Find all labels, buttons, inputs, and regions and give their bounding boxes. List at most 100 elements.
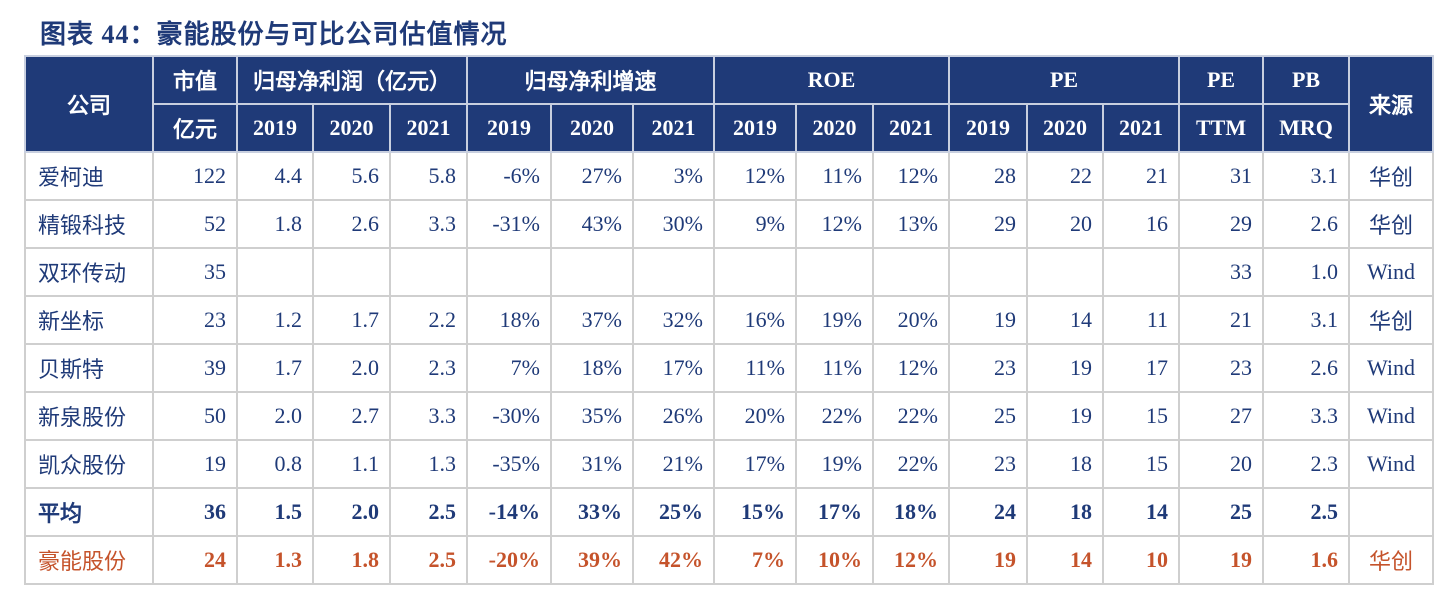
- table-cell: 31%: [550, 439, 634, 489]
- table-row: 贝斯特 39 1.7 2.0 2.3 7% 18% 17% 11% 11% 12% 23 19 17 23 2…: [24, 343, 1435, 393]
- table-cell: 42%: [632, 535, 715, 585]
- table-cell: 19: [948, 535, 1028, 585]
- table-cell: 3%: [632, 151, 715, 201]
- table-cell: 新泉股份: [24, 391, 154, 441]
- table-cell: 18%: [466, 295, 552, 345]
- table-cell: 18: [1026, 439, 1104, 489]
- table-cell: 24: [948, 487, 1028, 537]
- table-cell: 16: [1101, 199, 1181, 249]
- empty-cell: [632, 247, 715, 297]
- table-cell: 20%: [872, 295, 950, 345]
- empty-cell: [236, 247, 314, 297]
- header-cell: 2020: [795, 103, 874, 153]
- table-cell: -31%: [466, 199, 552, 249]
- empty-cell: [713, 247, 797, 297]
- table-cell: 1.5: [236, 487, 314, 537]
- table-cell: 11%: [713, 343, 797, 393]
- table-cell: 22%: [872, 391, 950, 441]
- table-cell: 122: [152, 151, 238, 201]
- table-cell: 29: [948, 199, 1028, 249]
- empty-cell: [948, 247, 1028, 297]
- table-cell: 1.8: [236, 199, 314, 249]
- empty-cell: [466, 247, 552, 297]
- empty-cell: [1026, 247, 1104, 297]
- table-cell: 12%: [872, 151, 950, 201]
- table-row: 双环传动 35 33 1.0 Wind: [24, 247, 1435, 297]
- table-cell: 19: [1026, 343, 1104, 393]
- table-cell: 9%: [713, 199, 797, 249]
- table-cell: Wind: [1348, 343, 1435, 393]
- header-cell: 2019: [713, 103, 797, 153]
- table-cell: 3.3: [389, 391, 468, 441]
- table-cell: 贝斯特: [24, 343, 154, 393]
- header-cell: 2020: [1026, 103, 1104, 153]
- empty-cell: [1348, 487, 1435, 537]
- table-cell: 华创: [1348, 151, 1435, 201]
- table-cell: 23: [152, 295, 238, 345]
- table-cell: 25: [948, 391, 1028, 441]
- table-row: 爱柯迪 122 4.4 5.6 5.8 -6% 27% 3% 12% 11% 12% 28 22 21 31…: [24, 151, 1435, 201]
- table-cell: 22: [1026, 151, 1104, 201]
- header-cell: 2021: [872, 103, 950, 153]
- table-cell: 11%: [795, 151, 874, 201]
- table-cell: -35%: [466, 439, 552, 489]
- table-cell: -30%: [466, 391, 552, 441]
- table-cell: 23: [948, 343, 1028, 393]
- header-cell: PE: [1178, 55, 1265, 105]
- header-row: 公司 市值 归母净利润（亿元） 归母净利增速 ROE PE PE PB 来源: [24, 55, 1435, 153]
- table-cell: 1.7: [236, 343, 314, 393]
- table-cell: 17%: [632, 343, 715, 393]
- header-cell: 2019: [236, 103, 314, 153]
- table-cell: 12%: [872, 343, 950, 393]
- table-cell: 25: [1178, 487, 1265, 537]
- table-cell: 11%: [795, 343, 874, 393]
- table-cell: 18: [1026, 487, 1104, 537]
- table-cell: 30%: [632, 199, 715, 249]
- table-row: 新泉股份 50 2.0 2.7 3.3 -30% 35% 26% 20% 22% 22% 25 19 15…: [24, 391, 1435, 441]
- empty-cell: [872, 247, 950, 297]
- table-cell: 2.3: [1262, 439, 1351, 489]
- table-cell: 26%: [632, 391, 715, 441]
- header-cell: MRQ: [1262, 103, 1351, 153]
- header-cell: 2021: [389, 103, 468, 153]
- empty-cell: [1101, 247, 1181, 297]
- table-cell: 1.3: [389, 439, 468, 489]
- table-cell: 3.3: [389, 199, 468, 249]
- table-cell: 27%: [550, 151, 634, 201]
- table-cell: 4.4: [236, 151, 314, 201]
- header-cell: 2019: [948, 103, 1028, 153]
- header-cell: 公司: [24, 55, 154, 153]
- table-row: 凯众股份 19 0.8 1.1 1.3 -35% 31% 21% 17% 19% 22% 23 18 15…: [24, 439, 1435, 489]
- table-cell: 39%: [550, 535, 634, 585]
- table-cell: 12%: [713, 151, 797, 201]
- table-cell: 19: [152, 439, 238, 489]
- table-cell: 2.6: [312, 199, 391, 249]
- table-cell: 20%: [713, 391, 797, 441]
- table-cell: 15: [1101, 391, 1181, 441]
- table-cell: 华创: [1348, 295, 1435, 345]
- empty-cell: [550, 247, 634, 297]
- table-cell: 15: [1101, 439, 1181, 489]
- header-cell: 2019: [466, 103, 552, 153]
- table-cell: Wind: [1348, 391, 1435, 441]
- header-cell: 2020: [550, 103, 634, 153]
- table-cell: 28: [948, 151, 1028, 201]
- empty-cell: [389, 247, 468, 297]
- table-cell: 24: [152, 535, 238, 585]
- header-cell: 市值: [152, 55, 238, 105]
- table-cell: 25%: [632, 487, 715, 537]
- title: 图表 44：豪能股份与可比公司估值情况: [40, 20, 508, 49]
- table-cell: 凯众股份: [24, 439, 154, 489]
- table-cell: 36: [152, 487, 238, 537]
- table-cell: 15%: [713, 487, 797, 537]
- table-cell: 2.3: [389, 343, 468, 393]
- table-cell: 5.8: [389, 151, 468, 201]
- table-cell: 19%: [795, 295, 874, 345]
- table-cell: 19: [1026, 391, 1104, 441]
- table-cell: 20: [1026, 199, 1104, 249]
- table-cell: 华创: [1348, 199, 1435, 249]
- table-cell: 2.5: [1262, 487, 1351, 537]
- table-cell: 21: [1178, 295, 1265, 345]
- table-cell: 27: [1178, 391, 1265, 441]
